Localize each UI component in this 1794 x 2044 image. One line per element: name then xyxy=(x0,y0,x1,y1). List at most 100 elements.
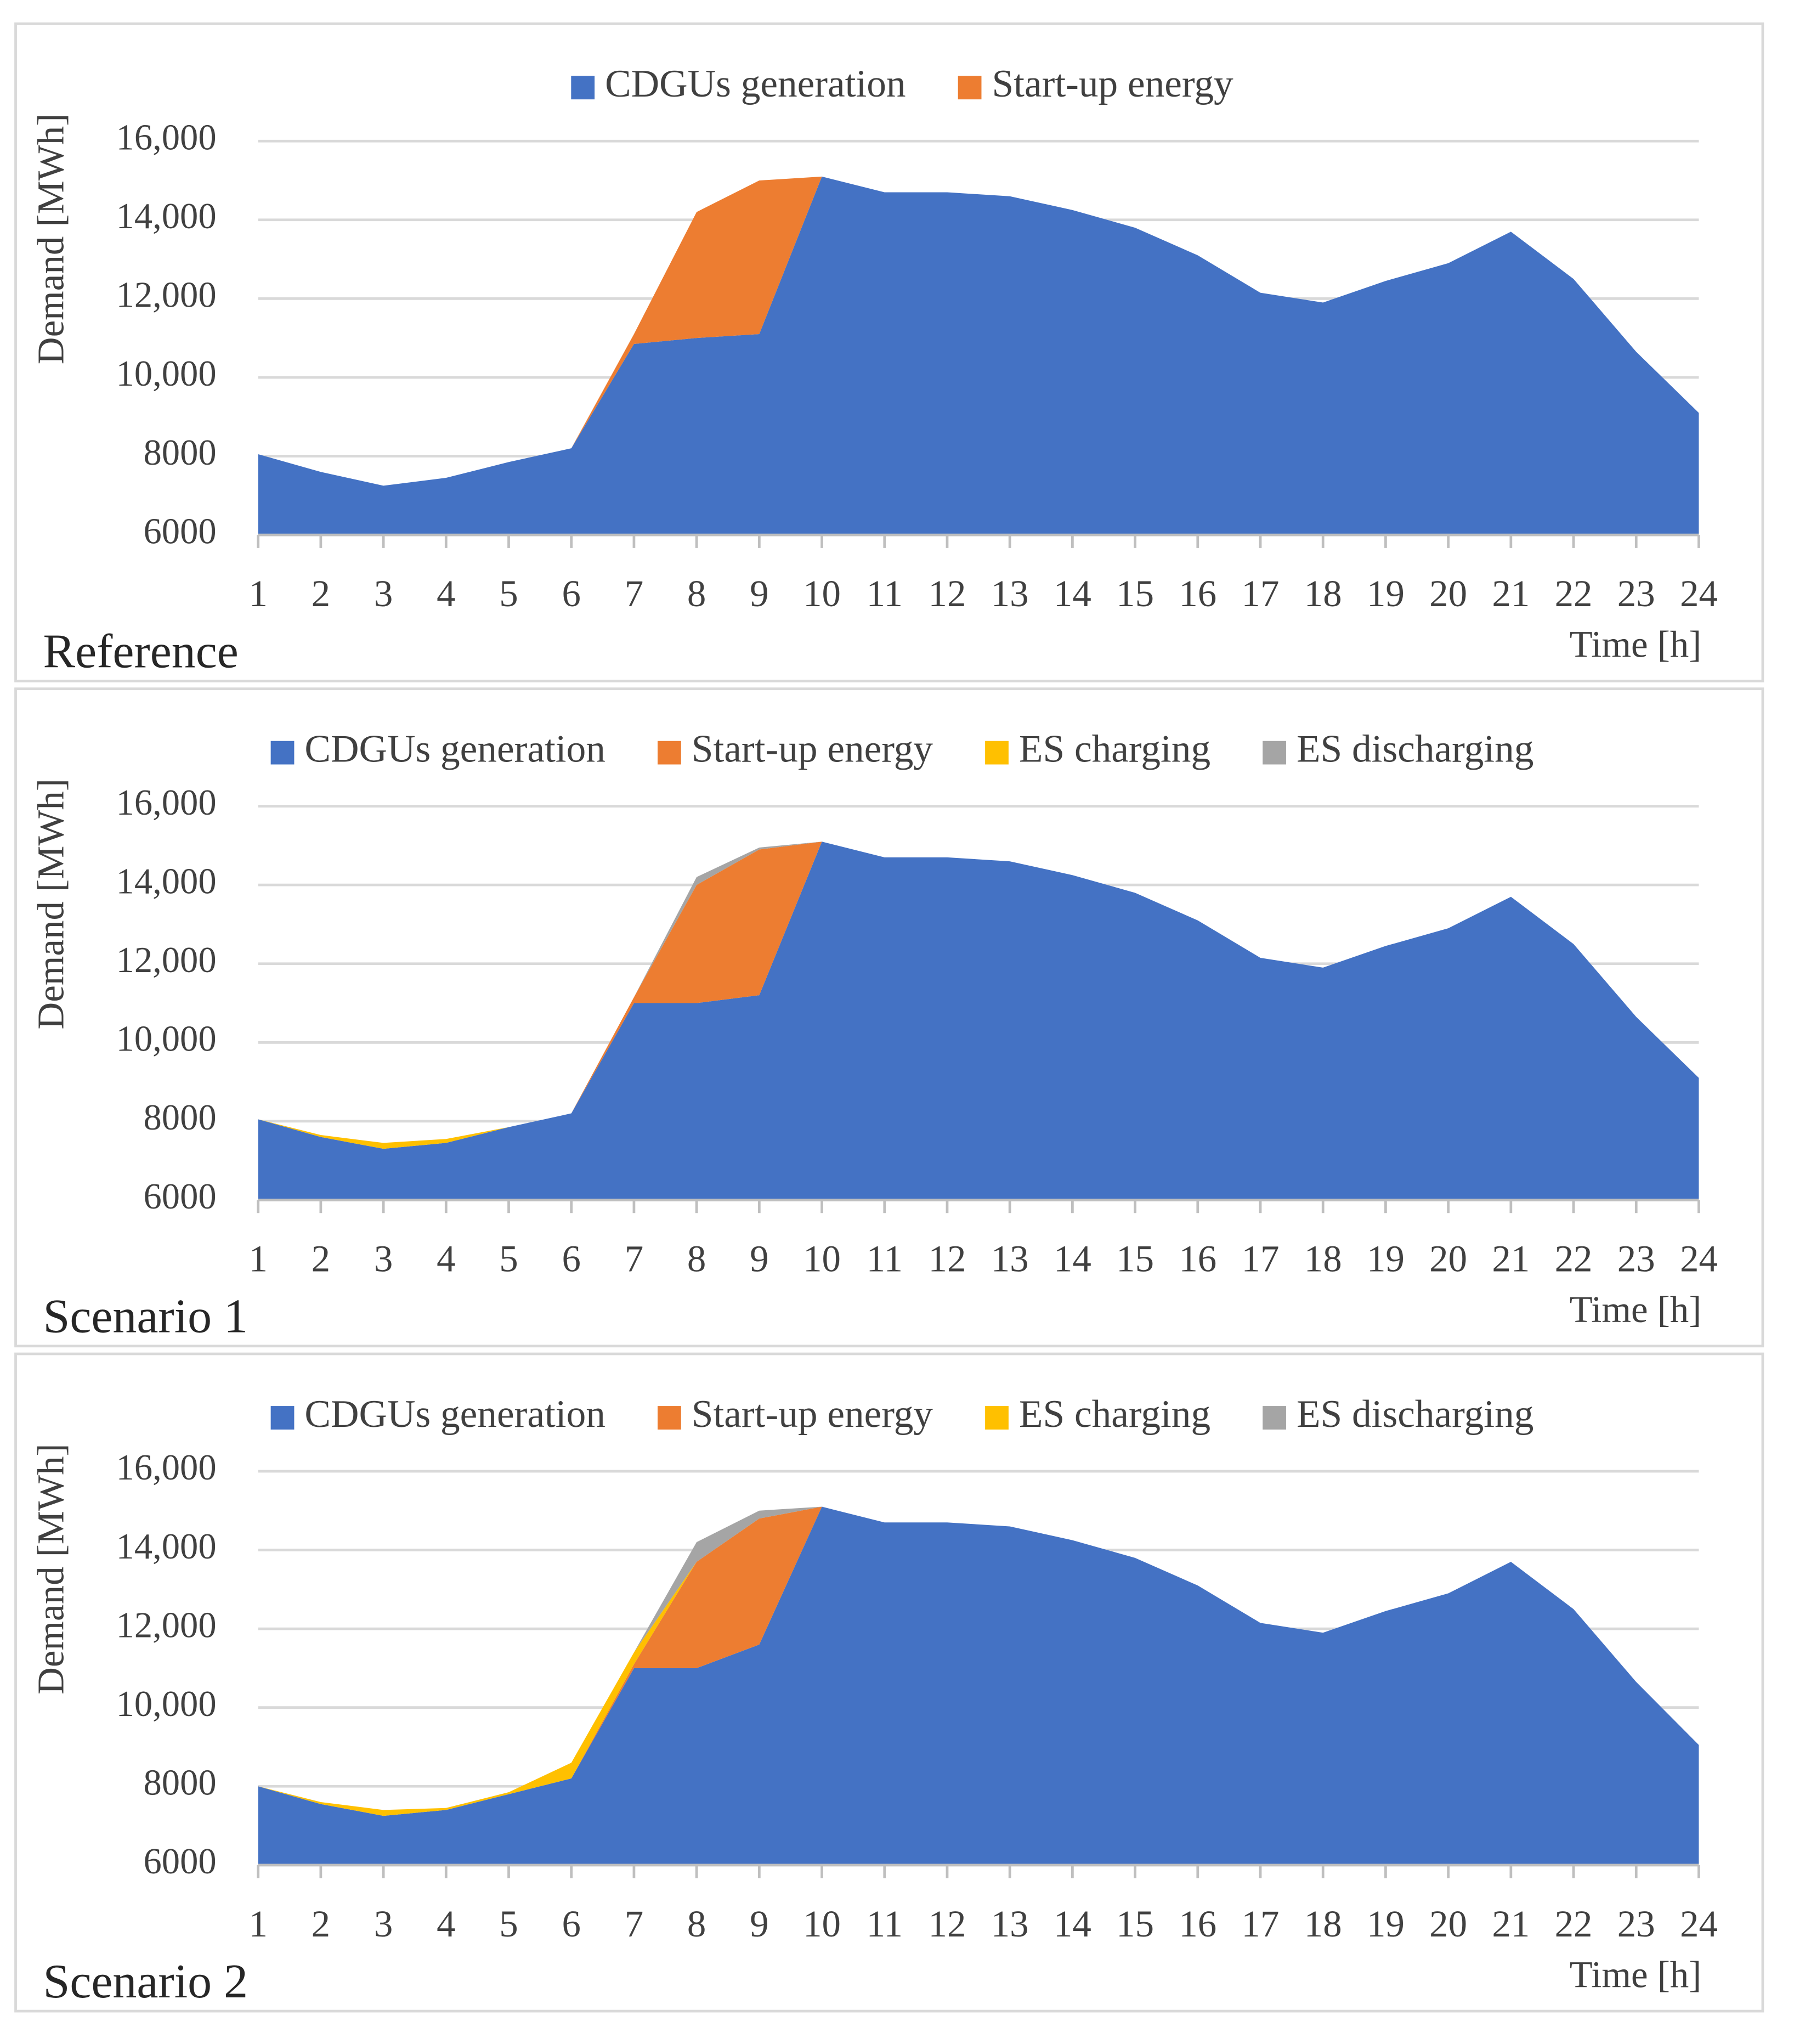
y-axis-label: Demand [MWh] xyxy=(30,778,72,1029)
x-tick-label: 18 xyxy=(1304,1238,1342,1279)
legend-label: CDGUs generation xyxy=(605,62,906,105)
y-tick-label: 12,000 xyxy=(116,275,217,315)
x-tick-label: 16 xyxy=(1179,573,1216,614)
x-tick-label: 2 xyxy=(312,1238,330,1279)
y-tick-label: 6000 xyxy=(144,1842,217,1882)
legend: CDGUs generation Start-up energy xyxy=(571,62,1233,105)
legend-swatch xyxy=(958,76,982,100)
legend-swatch xyxy=(985,741,1009,765)
x-tick-label: 10 xyxy=(803,1903,841,1945)
y-tick-label: 16,000 xyxy=(116,1448,217,1488)
x-tick-label: 2 xyxy=(312,1903,330,1945)
legend-swatch xyxy=(658,741,681,765)
legend-label: Start-up energy xyxy=(692,727,933,770)
x-tick-label: 13 xyxy=(991,1903,1029,1945)
x-tick-label: 12 xyxy=(929,1903,966,1945)
x-tick-label: 21 xyxy=(1492,1903,1530,1945)
x-axis-label: Time [h] xyxy=(1570,624,1702,665)
x-tick-label: 15 xyxy=(1116,1903,1154,1945)
x-tick-label: 4 xyxy=(437,573,455,614)
y-tick-label: 16,000 xyxy=(116,117,217,157)
x-tick-label: 24 xyxy=(1680,1238,1718,1279)
x-tick-label: 11 xyxy=(867,1903,903,1945)
y-tick-label: 16,000 xyxy=(116,783,217,823)
legend-label: ES discharging xyxy=(1297,1392,1533,1436)
panel-title: Scenario 1 xyxy=(43,1290,248,1343)
legend-swatch xyxy=(1263,741,1286,765)
x-tick-label: 17 xyxy=(1242,1238,1280,1279)
x-tick-label: 6 xyxy=(562,1903,580,1945)
x-tick-label: 14 xyxy=(1054,1903,1091,1945)
x-tick-label: 3 xyxy=(374,1903,393,1945)
x-tick-label: 18 xyxy=(1304,1903,1342,1945)
x-tick-label: 23 xyxy=(1617,1238,1655,1279)
area-0 xyxy=(258,176,1699,535)
legend-swatch xyxy=(571,76,595,100)
x-tick-label: 15 xyxy=(1116,1238,1154,1279)
x-tick-label: 3 xyxy=(374,1238,393,1279)
legend-swatch xyxy=(985,1406,1009,1430)
x-tick-label: 24 xyxy=(1680,573,1718,614)
y-axis-label: Demand [MWh] xyxy=(30,114,72,364)
legend-swatch xyxy=(270,741,295,765)
x-tick-label: 22 xyxy=(1555,573,1593,614)
x-tick-label: 19 xyxy=(1367,1903,1405,1945)
panel-title: Scenario 2 xyxy=(43,1955,248,2008)
y-tick-label: 8000 xyxy=(144,1763,217,1803)
x-tick-label: 16 xyxy=(1179,1238,1216,1279)
y-tick-label: 14,000 xyxy=(116,1527,217,1567)
x-tick-label: 3 xyxy=(374,573,393,614)
area-0 xyxy=(258,842,1699,1200)
panel-border xyxy=(14,22,1764,682)
x-tick-label: 4 xyxy=(437,1903,455,1945)
x-axis-label: Time [h] xyxy=(1570,1953,1702,1995)
legend-label: CDGUs generation xyxy=(304,727,605,770)
x-tick-label: 6 xyxy=(562,1238,580,1279)
legend-swatch xyxy=(1263,1406,1286,1430)
legend-label: ES discharging xyxy=(1297,727,1533,770)
x-tick-label: 21 xyxy=(1492,1238,1530,1279)
y-tick-label: 8000 xyxy=(144,433,217,473)
x-tick-label: 1 xyxy=(248,1238,267,1279)
x-tick-label: 24 xyxy=(1680,1903,1718,1945)
x-tick-label: 2 xyxy=(312,573,330,614)
x-tick-label: 16 xyxy=(1179,1903,1216,1945)
y-tick-label: 6000 xyxy=(144,511,217,551)
x-tick-label: 23 xyxy=(1617,1903,1655,1945)
x-tick-label: 5 xyxy=(499,573,518,614)
x-tick-label: 10 xyxy=(803,1238,841,1279)
x-tick-label: 7 xyxy=(625,1238,643,1279)
legend-label: ES charging xyxy=(1019,1392,1210,1436)
x-tick-label: 17 xyxy=(1242,573,1280,614)
legend: CDGUs generation Start-up energy ES chargi… xyxy=(270,727,1533,770)
x-axis-label: Time [h] xyxy=(1570,1289,1702,1330)
x-tick-label: 8 xyxy=(687,1238,706,1279)
panel-border xyxy=(14,1352,1764,2013)
y-tick-label: 14,000 xyxy=(116,861,217,901)
x-tick-label: 22 xyxy=(1555,1238,1593,1279)
x-tick-label: 12 xyxy=(929,573,966,614)
x-tick-label: 5 xyxy=(499,1238,518,1279)
y-tick-label: 14,000 xyxy=(116,196,217,236)
x-tick-label: 8 xyxy=(687,573,706,614)
y-tick-label: 10,000 xyxy=(116,1684,217,1724)
x-tick-label: 10 xyxy=(803,573,841,614)
y-axis-label: Demand [MWh] xyxy=(30,1444,72,1695)
x-tick-label: 6 xyxy=(562,573,580,614)
panel-border xyxy=(14,687,1764,1348)
x-tick-label: 21 xyxy=(1492,573,1530,614)
x-tick-label: 5 xyxy=(499,1903,518,1945)
legend-swatch xyxy=(270,1406,295,1430)
x-tick-label: 11 xyxy=(867,573,903,614)
legend-label: Start-up energy xyxy=(692,1392,933,1436)
x-tick-label: 22 xyxy=(1555,1903,1593,1945)
x-tick-label: 4 xyxy=(437,1238,455,1279)
legend-label: ES charging xyxy=(1019,727,1210,770)
x-tick-label: 20 xyxy=(1429,1238,1467,1279)
x-tick-label: 20 xyxy=(1429,573,1467,614)
x-tick-label: 19 xyxy=(1367,573,1405,614)
